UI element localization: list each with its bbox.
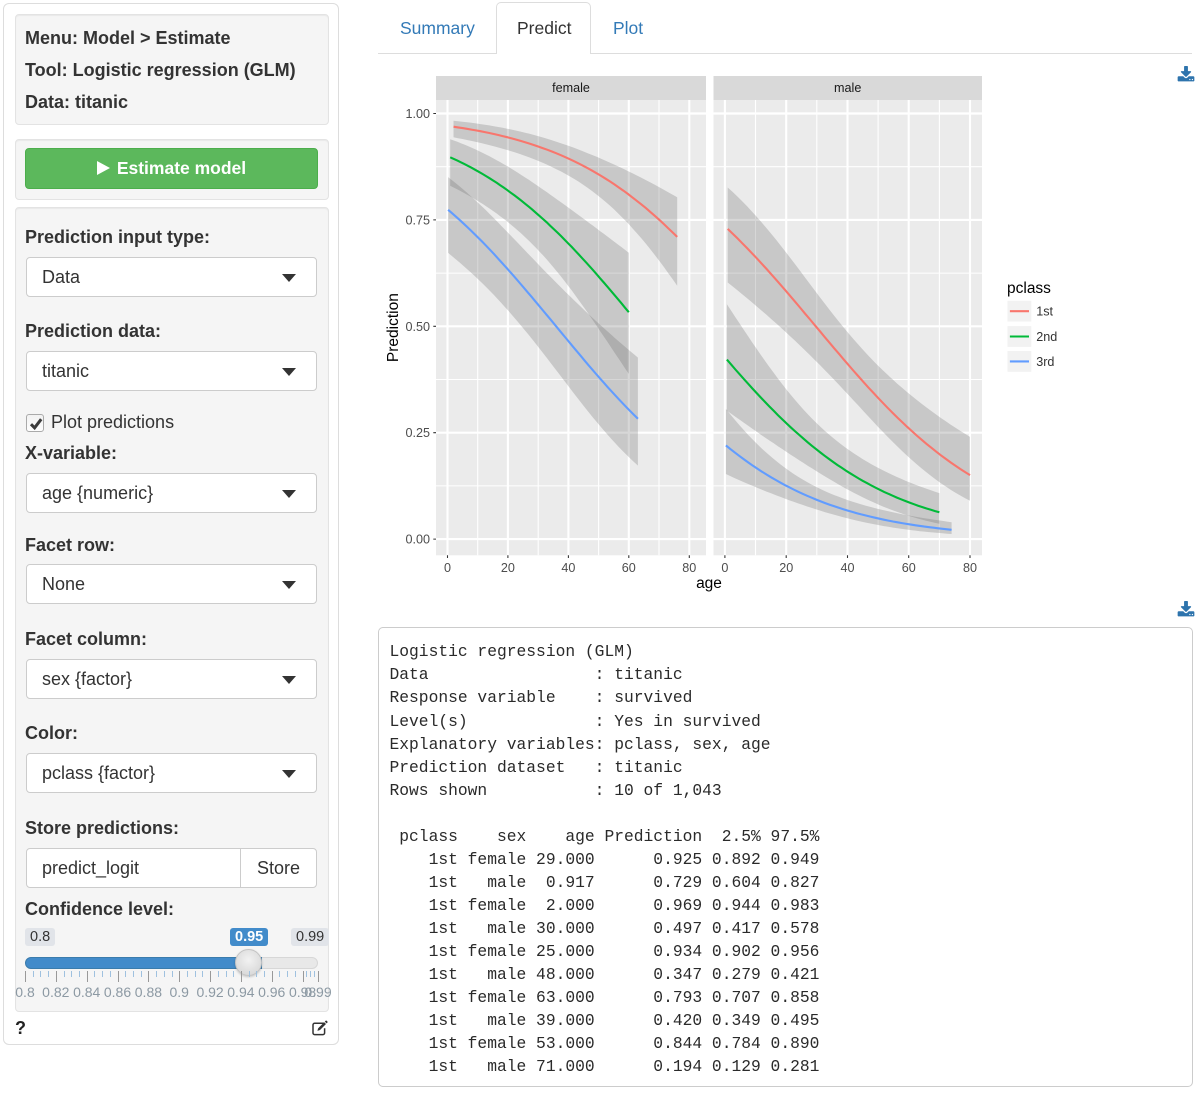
svg-text:0.50: 0.50 — [405, 320, 430, 334]
svg-text:40: 40 — [840, 561, 854, 575]
svg-text:0.75: 0.75 — [405, 213, 430, 227]
svg-text:0.00: 0.00 — [405, 533, 430, 547]
svg-text:female: female — [552, 81, 590, 95]
svg-text:0: 0 — [444, 561, 451, 575]
svg-text:0: 0 — [721, 561, 728, 575]
svg-text:pclass: pclass — [1007, 280, 1051, 297]
svg-text:3rd: 3rd — [1036, 355, 1054, 369]
svg-text:age: age — [696, 575, 722, 592]
svg-text:80: 80 — [682, 561, 696, 575]
svg-text:2nd: 2nd — [1036, 330, 1057, 344]
svg-text:60: 60 — [622, 561, 636, 575]
svg-text:80: 80 — [963, 561, 977, 575]
svg-text:0.25: 0.25 — [405, 426, 430, 440]
svg-text:20: 20 — [501, 561, 515, 575]
svg-text:1.00: 1.00 — [405, 107, 430, 121]
svg-text:40: 40 — [561, 561, 575, 575]
svg-text:male: male — [834, 81, 861, 95]
svg-text:Prediction: Prediction — [385, 293, 402, 362]
svg-text:1st: 1st — [1036, 305, 1053, 319]
svg-text:20: 20 — [779, 561, 793, 575]
svg-text:60: 60 — [902, 561, 916, 575]
